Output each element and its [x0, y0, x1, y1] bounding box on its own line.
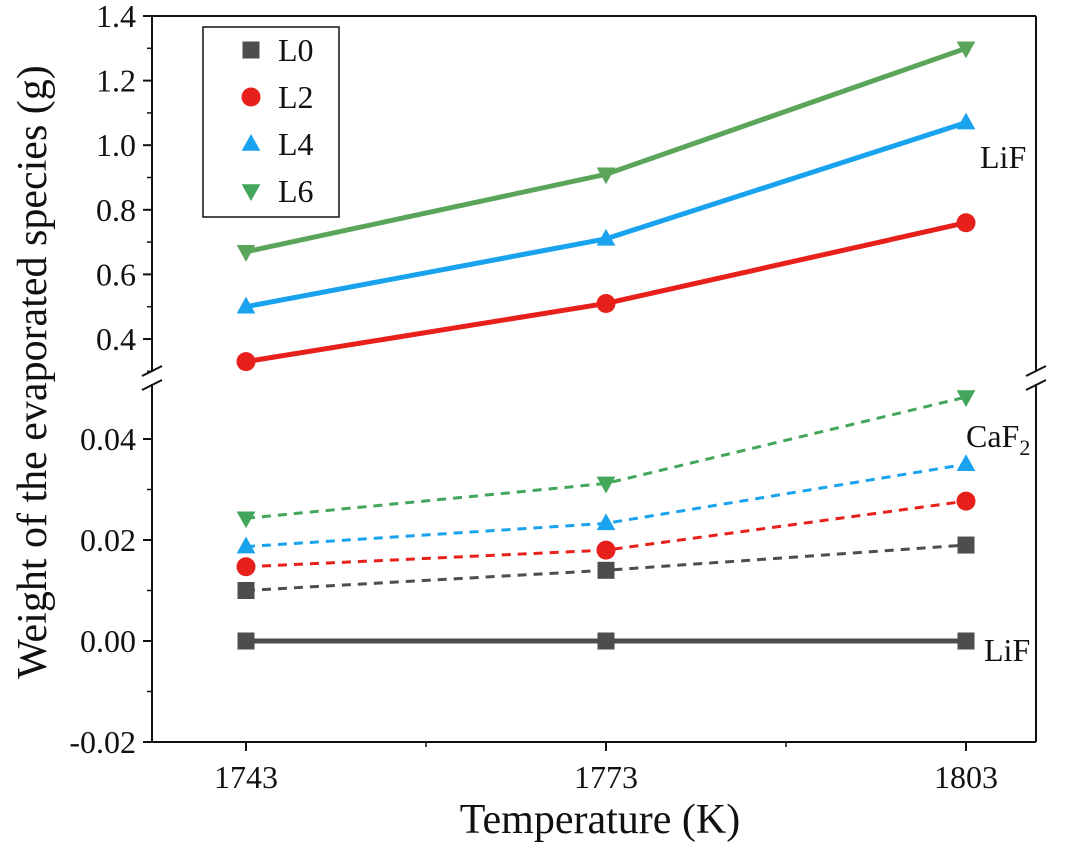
series-l4-caf2-lower	[236, 454, 976, 554]
y-tick-label-upper: 1.4	[96, 0, 136, 34]
data-point	[236, 245, 256, 262]
legend-label: L0	[278, 32, 314, 68]
legend-marker	[241, 87, 261, 107]
data-point	[956, 213, 976, 233]
series-l6-lif-upper	[236, 41, 976, 262]
break-mark-right-top	[1025, 365, 1047, 377]
series-l2-caf2-lower	[236, 491, 976, 577]
y-tick-label-lower: 0.02	[80, 522, 136, 558]
series-l2-lif-upper	[236, 213, 976, 372]
annotation-lif-upper: LiF	[980, 139, 1026, 175]
data-point	[236, 352, 256, 372]
data-point	[596, 513, 616, 531]
data-point	[596, 293, 616, 313]
y-tick-label-lower: 0.04	[80, 421, 136, 457]
data-point	[596, 540, 616, 560]
data-point	[237, 632, 255, 650]
series-line	[245, 120, 967, 310]
annotation-caf2: CaF2	[966, 418, 1030, 460]
axis-break-marks	[141, 365, 1047, 391]
annotation-lif-lower: LiF	[984, 632, 1030, 668]
data-point	[957, 632, 975, 650]
data-point	[236, 536, 256, 554]
data-point	[956, 112, 976, 130]
legend-item-l2: L2	[241, 79, 314, 115]
legend-label: L6	[278, 173, 314, 209]
data-point	[597, 561, 615, 579]
legend: L0 L2 L4 L6	[202, 26, 340, 218]
legend-label: L4	[278, 126, 314, 162]
series-line	[245, 395, 967, 520]
series-l0-lif-lower	[237, 632, 975, 650]
data-point	[596, 167, 616, 185]
annotation-caf2-main: CaF	[966, 418, 1019, 454]
x-tick-label: 1743	[214, 759, 278, 795]
break-mark-left-bottom	[141, 379, 163, 391]
data-point	[957, 536, 975, 554]
break-mark-right-bottom	[1025, 379, 1047, 391]
y-tick-label-upper: 0.6	[96, 256, 136, 292]
break-mark-left-top	[141, 365, 163, 377]
y-axis-title: Weight of the evaporated species (g)	[10, 65, 56, 679]
legend-marker	[242, 41, 260, 59]
legend-label: L2	[278, 79, 314, 115]
x-axis: 1743 1773 1803	[214, 742, 998, 795]
data-point	[236, 557, 256, 577]
data-point	[956, 41, 976, 59]
data-point	[236, 296, 256, 314]
legend-marker	[241, 184, 261, 202]
series-line	[245, 462, 967, 549]
plot-frame	[151, 15, 1037, 743]
data-point	[956, 491, 976, 511]
legend-box	[202, 26, 340, 218]
x-tick-label: 1803	[934, 759, 998, 795]
lower-y-axis: -0.02 0.00 0.02 0.04	[69, 421, 152, 760]
legend-item-l0: L0	[242, 32, 314, 68]
series-layer	[236, 41, 976, 650]
y-tick-label-upper: 1.2	[96, 63, 136, 99]
data-point	[237, 582, 255, 599]
data-point	[956, 454, 976, 472]
y-tick-label-upper: 0.4	[96, 321, 136, 357]
series-line	[245, 45, 967, 255]
data-point	[596, 228, 616, 246]
legend-item-l6: L6	[241, 173, 314, 209]
series-l0-caf2-lower	[237, 536, 975, 599]
y-tick-label-upper: 0.8	[96, 192, 136, 228]
y-tick-label-lower: 0.00	[80, 623, 136, 659]
y-tick-label-upper: 1.0	[96, 127, 136, 163]
y-tick-label-lower: -0.02	[69, 724, 136, 760]
data-point	[236, 511, 256, 529]
x-tick-label: 1773	[574, 759, 638, 795]
legend-marker	[241, 133, 261, 151]
data-point	[597, 632, 615, 650]
annotation-caf2-subscript: 2	[1019, 435, 1030, 460]
legend-item-l4: L4	[241, 126, 314, 162]
upper-y-axis: 0.4 0.6 0.8 1.0 1.2 1.4	[96, 0, 152, 373]
data-point	[596, 476, 616, 494]
data-point	[956, 390, 976, 408]
series-l4-lif-upper	[236, 112, 976, 314]
series-l6-caf2-lower	[236, 390, 976, 529]
x-axis-title: Temperature (K)	[460, 797, 740, 843]
